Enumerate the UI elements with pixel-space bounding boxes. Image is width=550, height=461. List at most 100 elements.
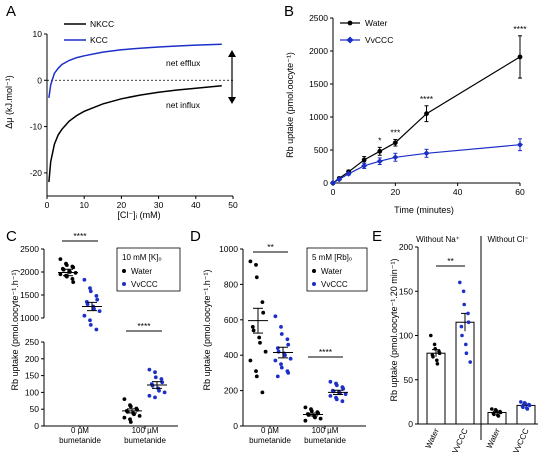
data-point-vvccc <box>159 377 164 381</box>
y-tick-label: 1500 <box>309 79 328 89</box>
data-point-vvccc <box>94 294 99 298</box>
y-tick-label: 150 <box>399 286 413 296</box>
data-point-water <box>263 349 268 354</box>
panel-c-letter: C <box>6 228 17 245</box>
data-point-water <box>261 310 266 315</box>
panel-e-group-label-2: Without Cl⁻ <box>487 235 528 244</box>
panel-b-letter: B <box>284 3 294 20</box>
data-point-vvccc <box>88 318 92 323</box>
panel-e-ylabel: Rb uptake (pmol.oocyte⁻¹.20 min⁻¹) <box>389 258 399 401</box>
data-point-water <box>251 328 256 333</box>
legend-kcc-label: KCC <box>90 35 108 45</box>
data-point <box>433 347 438 351</box>
data-point <box>464 351 469 356</box>
x-tick-label: 20 <box>117 200 127 210</box>
panel-a-plot: 0 10 20 30 40 50 10 0 -10 -20 <box>30 29 238 210</box>
data-point-water <box>392 140 398 146</box>
data-point <box>435 358 439 363</box>
data-point-water <box>71 280 76 284</box>
data-point-vvccc <box>88 286 92 290</box>
x-tick-label: 30 <box>154 200 164 210</box>
category-label: Water <box>424 427 441 450</box>
significance-label: ** <box>447 256 454 266</box>
panel-b-ylabel: Rb uptake (pmol.oocyte⁻¹) <box>285 52 295 158</box>
data-point-water <box>122 397 127 401</box>
data-point-vvccc <box>334 397 339 402</box>
category-label: bumetanide <box>249 436 291 445</box>
double-arrow-icon <box>228 50 236 104</box>
data-point-vvccc <box>88 323 93 327</box>
data-point-water <box>254 275 259 280</box>
y-tick-label: 0 <box>323 178 328 188</box>
data-point <box>460 333 464 338</box>
y-tick-label: 0 <box>233 421 238 431</box>
panel-c-legend-vvccc: VvCCC <box>131 280 158 289</box>
data-point-vvccc <box>517 141 523 148</box>
data-point-vvccc <box>423 150 430 157</box>
data-point-water <box>318 416 323 421</box>
data-point-vvccc <box>275 374 280 379</box>
y-tick-label: 2500 <box>309 13 328 23</box>
data-point-water <box>257 335 262 340</box>
significance-label: **** <box>73 231 87 241</box>
panel-d-legend-water: Water <box>321 267 342 276</box>
panel-c-legend-title: 10 mM [K]ₒ <box>122 253 161 262</box>
significance-label: **** <box>137 321 151 331</box>
panel-c-legend-water: Water <box>131 267 152 276</box>
y-tick-label: 0 <box>34 421 39 431</box>
data-point-vvccc <box>340 399 345 404</box>
y-tick-label: 1500 <box>20 290 39 300</box>
data-point <box>527 403 532 408</box>
category-label: bumetanide <box>124 436 166 445</box>
data-point-vvccc <box>288 356 293 361</box>
data-point-vvccc <box>147 393 152 398</box>
data-point-vvccc <box>157 388 161 393</box>
x-tick-label: 40 <box>191 200 201 210</box>
data-point-vvccc <box>392 154 399 161</box>
panel-d-legend-vvccc: VvCCC <box>321 280 348 289</box>
y-tick-label: 0 <box>37 75 42 85</box>
data-point-water <box>64 263 69 267</box>
data-point-vvccc <box>283 353 287 358</box>
panel-b-xlabel: Time (minutes) <box>394 205 454 215</box>
data-point <box>459 324 464 329</box>
data-point-vvccc <box>153 395 157 400</box>
data-point-vvccc <box>88 289 93 294</box>
data-point-water <box>248 259 253 264</box>
data-point-vvccc <box>147 367 152 372</box>
data-point-water <box>258 340 262 345</box>
data-point <box>462 302 467 307</box>
data-point-water <box>254 369 258 373</box>
panel-a-letter: A <box>6 3 16 20</box>
data-point <box>466 311 470 316</box>
data-point <box>519 400 523 404</box>
data-point-vvccc <box>330 180 336 186</box>
data-point-vvccc <box>279 325 283 329</box>
data-point-water <box>58 257 63 261</box>
panel-c-ylabel: Rb uptake (pmol.oocyte⁻¹.h⁻¹) <box>10 269 20 390</box>
category-label: VvCCC <box>511 427 531 455</box>
data-point-vvccc <box>95 297 100 302</box>
data-point-vvccc <box>343 392 348 396</box>
data-point-water <box>254 263 258 267</box>
y-tick-label: 2000 <box>20 267 39 277</box>
data-point-water <box>248 358 253 363</box>
y-tick-label: 50 <box>404 375 414 385</box>
y-tick-label: -20 <box>30 168 43 178</box>
category-label: 100 µM <box>132 426 159 435</box>
data-point-water <box>254 374 259 379</box>
panel-e-plot: 0 50 100 150 200 Water VvCCC Water VvCCC ** <box>399 236 538 455</box>
y-tick-label: 2000 <box>309 46 328 56</box>
y-tick-label: 600 <box>224 315 238 325</box>
y-tick-label: 1000 <box>219 244 238 254</box>
data-point-water <box>361 157 367 163</box>
data-point-vvccc <box>279 332 284 336</box>
data-point <box>490 407 494 411</box>
data-point-vvccc <box>162 390 167 395</box>
data-point-vvccc <box>153 370 157 375</box>
y-tick-label: 100 <box>25 387 39 397</box>
data-point <box>458 280 462 285</box>
legend-water-marker <box>347 20 353 26</box>
legend-vvccc-marker <box>346 36 354 44</box>
